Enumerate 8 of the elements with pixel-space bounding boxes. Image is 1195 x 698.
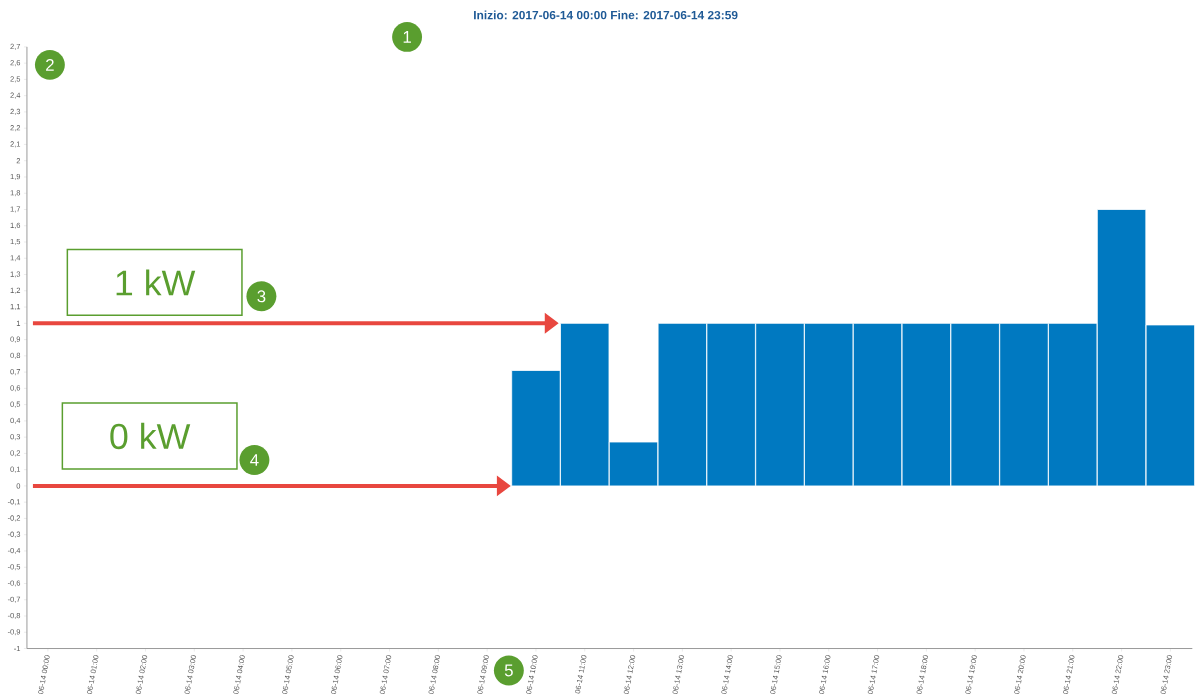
annotation: 0 kW <box>110 422 191 449</box>
text: 5 <box>504 664 513 677</box>
text: 1 <box>403 30 411 43</box>
annotation: 3 <box>257 290 266 303</box>
annotation: 2 <box>46 58 54 71</box>
annotation: 1 kW <box>116 269 196 296</box>
chart-title: Inizio: 2017-06-14 00:00 Fine: 2017-06-14 23:59 <box>474 10 738 20</box>
annotation: 4 <box>250 453 259 466</box>
